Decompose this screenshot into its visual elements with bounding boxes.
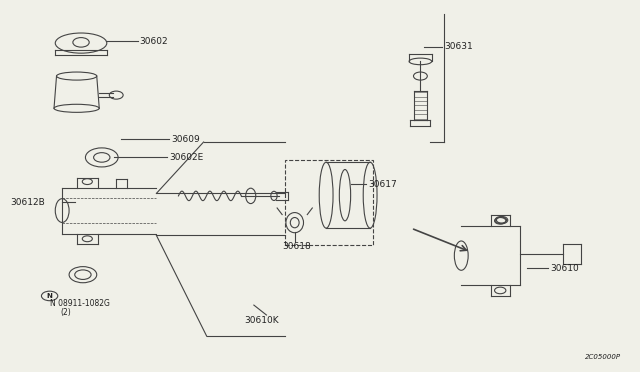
Text: 2C05000P: 2C05000P — [586, 354, 621, 360]
Text: 30609: 30609 — [171, 135, 200, 144]
Text: N 08911-1082G: N 08911-1082G — [50, 299, 109, 308]
Text: N: N — [47, 293, 52, 299]
Text: 30631: 30631 — [444, 42, 473, 51]
Text: 30602E: 30602E — [169, 153, 204, 162]
Text: (2): (2) — [60, 308, 70, 317]
Text: 30602: 30602 — [140, 37, 168, 46]
Text: 30617: 30617 — [368, 180, 397, 189]
Text: 30610K: 30610K — [244, 316, 279, 326]
Text: 30618: 30618 — [282, 242, 311, 251]
Bar — [285, 160, 373, 245]
Text: 30612B: 30612B — [10, 198, 45, 207]
Text: 30610: 30610 — [550, 264, 579, 273]
